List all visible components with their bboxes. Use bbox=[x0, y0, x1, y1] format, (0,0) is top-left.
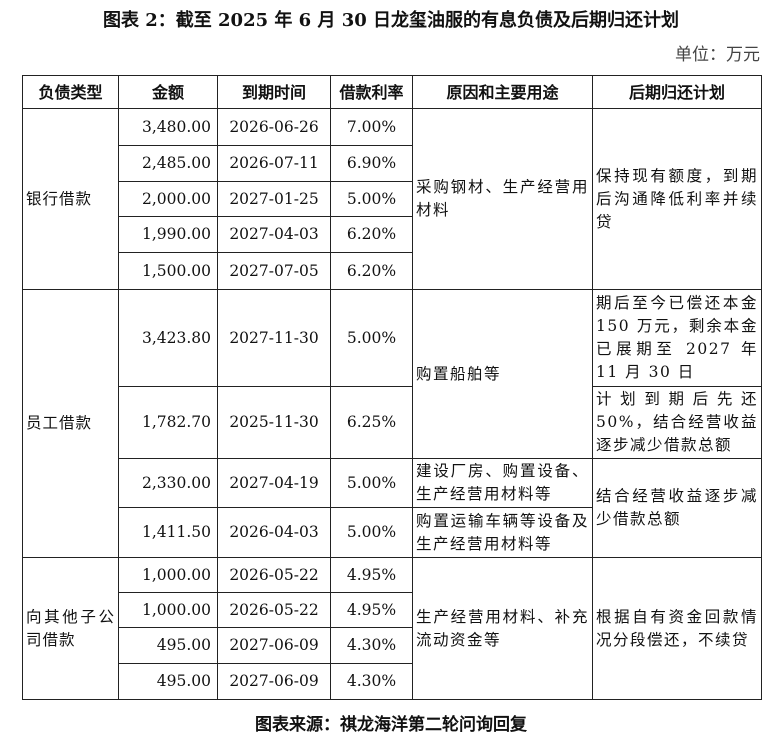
due-cell: 2027-06-09 bbox=[217, 627, 331, 664]
type-cell: 向其他子公司借款 bbox=[22, 557, 119, 700]
rate-cell: 6.90% bbox=[330, 145, 413, 182]
plan-cell: 保持现有额度，到期后沟通降低利率并续贷 bbox=[592, 108, 762, 290]
due-cell: 2027-01-25 bbox=[217, 181, 331, 217]
due-cell: 2026-07-11 bbox=[217, 145, 331, 182]
debt-table: 负债类型 金额 到期时间 借款利率 原因和主要用途 后期归还计划 银行借款 3,… bbox=[22, 75, 762, 700]
rate-cell: 4.30% bbox=[330, 627, 413, 664]
amount-cell: 1,000.00 bbox=[118, 557, 218, 593]
purpose-cell: 采购钢材、生产经营用材料 bbox=[412, 108, 593, 290]
due-cell: 2025-11-30 bbox=[217, 386, 331, 459]
due-cell: 2026-05-22 bbox=[217, 557, 331, 593]
table-row: 1,990.00 2027-04-03 6.20% bbox=[23, 216, 762, 253]
amount-cell: 1,990.00 bbox=[118, 216, 218, 253]
type-cell: 银行借款 bbox=[22, 108, 119, 290]
table-row: 1,782.70 2025-11-30 6.25% 计划到期后先还 50%，结合… bbox=[23, 386, 762, 459]
rate-cell: 6.20% bbox=[330, 216, 413, 253]
due-cell: 2027-11-30 bbox=[217, 289, 331, 387]
table-row: 1,000.00 2026-05-22 4.95% bbox=[23, 592, 762, 628]
amount-cell: 1,411.50 bbox=[118, 507, 218, 558]
due-cell: 2027-04-19 bbox=[217, 458, 331, 508]
purpose-cell: 购置运输车辆等设备及生产经营用材料等 bbox=[412, 507, 593, 558]
amount-cell: 3,480.00 bbox=[118, 108, 218, 146]
header-purpose: 原因和主要用途 bbox=[412, 75, 593, 109]
source-note: 图表来源：祺龙海洋第二轮问询回复 bbox=[255, 715, 527, 735]
purpose-cell: 建设厂房、购置设备、生产经营用材料等 bbox=[412, 458, 593, 508]
rate-cell: 4.30% bbox=[330, 663, 413, 700]
table-row: 银行借款 3,480.00 2026-06-26 7.00% 采购钢材、生产经营… bbox=[22, 108, 762, 290]
plan-cell: 根据自有资金回款情况分段偿还，不续贷 bbox=[592, 557, 762, 700]
table-row: 1,500.00 2027-07-05 6.20% bbox=[23, 252, 762, 290]
due-cell: 2027-07-05 bbox=[217, 252, 331, 290]
plan-cell: 结合经营收益逐步减少借款总额 bbox=[592, 458, 762, 558]
table-row: 495.00 2027-06-09 4.30% bbox=[23, 663, 762, 700]
amount-cell: 2,330.00 bbox=[118, 458, 218, 508]
header-row: 负债类型 金额 到期时间 借款利率 原因和主要用途 后期归还计划 bbox=[22, 75, 762, 109]
header-amount: 金额 bbox=[118, 75, 218, 109]
purpose-cell: 购置船舶等 bbox=[412, 289, 593, 459]
due-cell: 2026-04-03 bbox=[217, 507, 331, 558]
rate-cell: 4.95% bbox=[330, 592, 413, 628]
plan-cell: 期后至今已偿还本金 150 万元，剩余本金已展期至 2027 年 11 月 30… bbox=[592, 289, 762, 387]
table-row: 1,411.50 2026-04-03 5.00% 购置运输车辆等设备及生产经营… bbox=[23, 507, 762, 558]
amount-cell: 2,000.00 bbox=[118, 181, 218, 217]
table-row: 员工借款 3,423.80 2027-11-30 5.00% 购置船舶等 期后至… bbox=[22, 289, 762, 558]
rate-cell: 6.20% bbox=[330, 252, 413, 290]
rate-cell: 6.25% bbox=[330, 386, 413, 459]
rate-cell: 5.00% bbox=[330, 507, 413, 558]
type-cell: 员工借款 bbox=[22, 289, 119, 558]
rate-cell: 5.00% bbox=[330, 458, 413, 508]
due-cell: 2027-04-03 bbox=[217, 216, 331, 253]
amount-cell: 2,485.00 bbox=[118, 145, 218, 182]
header-type: 负债类型 bbox=[22, 75, 119, 109]
table-row: 2,330.00 2027-04-19 5.00% 建设厂房、购置设备、生产经营… bbox=[23, 458, 762, 558]
rate-cell: 5.00% bbox=[330, 289, 413, 387]
rate-cell: 7.00% bbox=[330, 108, 413, 146]
table-row: 495.00 2027-06-09 4.30% bbox=[23, 627, 762, 664]
rate-cell: 5.00% bbox=[330, 181, 413, 217]
table-title: 图表 2：截至 2025 年 6 月 30 日龙玺油服的有息负债及后期归还计划 bbox=[102, 10, 680, 31]
amount-cell: 1,782.70 bbox=[118, 386, 218, 459]
purpose-cell: 生产经营用材料、补充流动资金等 bbox=[412, 557, 593, 700]
amount-cell: 495.00 bbox=[118, 627, 218, 664]
header-rate: 借款利率 bbox=[330, 75, 413, 109]
amount-cell: 3,423.80 bbox=[118, 289, 218, 387]
due-cell: 2026-05-22 bbox=[217, 592, 331, 628]
due-cell: 2026-06-26 bbox=[217, 108, 331, 146]
plan-cell: 计划到期后先还 50%，结合经营收益逐步减少借款总额 bbox=[592, 386, 762, 459]
table-row: 向其他子公司借款 1,000.00 2026-05-22 4.95% 生产经营用… bbox=[22, 557, 762, 700]
amount-cell: 1,500.00 bbox=[118, 252, 218, 290]
rate-cell: 4.95% bbox=[330, 557, 413, 593]
header-due: 到期时间 bbox=[217, 75, 331, 109]
header-plan: 后期归还计划 bbox=[592, 75, 762, 109]
amount-cell: 1,000.00 bbox=[118, 592, 218, 628]
unit-label: 单位：万元 bbox=[675, 45, 760, 65]
amount-cell: 495.00 bbox=[118, 663, 218, 700]
due-cell: 2027-06-09 bbox=[217, 663, 331, 700]
table-row: 2,485.00 2026-07-11 6.90% bbox=[23, 145, 762, 182]
table-row: 2,000.00 2027-01-25 5.00% bbox=[23, 181, 762, 217]
